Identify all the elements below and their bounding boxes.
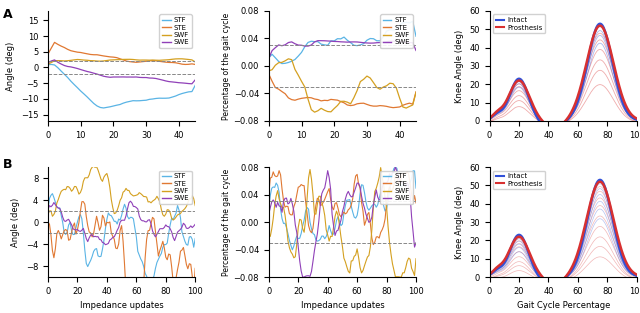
Text: A: A: [3, 8, 13, 21]
Y-axis label: Knee Angle (deg): Knee Angle (deg): [454, 29, 464, 103]
Text: B: B: [3, 158, 13, 171]
Y-axis label: Angle (deg): Angle (deg): [12, 198, 20, 247]
X-axis label: Impedance updates: Impedance updates: [301, 301, 384, 310]
Legend: STF, STE, SWF, SWE: STF, STE, SWF, SWE: [159, 171, 192, 204]
Legend: STF, STE, SWF, SWE: STF, STE, SWF, SWE: [159, 14, 192, 48]
Legend: Intact, Prosthesis: Intact, Prosthesis: [493, 171, 545, 189]
Y-axis label: Knee Angle (deg): Knee Angle (deg): [454, 185, 464, 259]
Legend: Intact, Prosthesis: Intact, Prosthesis: [493, 14, 545, 33]
Legend: STF, STE, SWF, SWE: STF, STE, SWF, SWE: [380, 171, 413, 204]
Y-axis label: Percentage of the gait cycle: Percentage of the gait cycle: [222, 168, 231, 276]
X-axis label: Gait Cycle Percentage: Gait Cycle Percentage: [516, 301, 610, 310]
X-axis label: Impedance updates: Impedance updates: [80, 301, 163, 310]
Legend: STF, STE, SWF, SWE: STF, STE, SWF, SWE: [380, 14, 413, 48]
Y-axis label: Angle (deg): Angle (deg): [6, 41, 15, 90]
Y-axis label: Percentage of the gait cycle: Percentage of the gait cycle: [222, 12, 231, 120]
